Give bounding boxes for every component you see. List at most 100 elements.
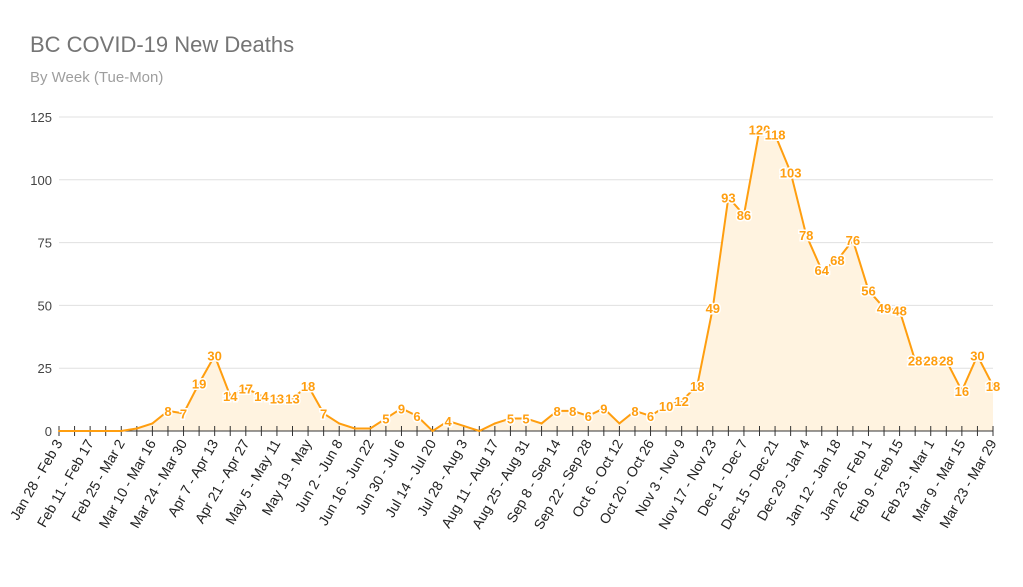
data-point bbox=[462, 424, 465, 427]
data-point bbox=[789, 171, 792, 174]
data-point bbox=[182, 412, 185, 415]
data-point bbox=[229, 394, 232, 397]
data-point bbox=[898, 309, 901, 312]
data-label: 56 bbox=[861, 283, 875, 298]
data-point bbox=[447, 419, 450, 422]
data-point bbox=[867, 289, 870, 292]
data-point bbox=[727, 196, 730, 199]
data-point bbox=[960, 389, 963, 392]
data-point bbox=[696, 384, 699, 387]
data-label: 5 bbox=[522, 411, 529, 426]
data-point bbox=[945, 359, 948, 362]
data-point bbox=[976, 354, 979, 357]
data-label: 7 bbox=[320, 406, 327, 421]
data-label: 49 bbox=[877, 301, 891, 316]
data-point bbox=[556, 409, 559, 412]
data-point bbox=[493, 422, 496, 425]
data-point bbox=[992, 384, 994, 387]
data-label: 78 bbox=[799, 228, 813, 243]
data-label: 10 bbox=[659, 399, 673, 414]
data-point bbox=[805, 234, 808, 237]
data-point bbox=[649, 414, 652, 417]
data-point bbox=[525, 417, 527, 420]
data-label: 49 bbox=[706, 301, 720, 316]
data-point bbox=[89, 430, 92, 432]
data-label: 14 bbox=[254, 389, 269, 404]
chart-title: BC COVID-19 New Deaths bbox=[30, 32, 295, 57]
data-label: 13 bbox=[270, 391, 284, 406]
data-point bbox=[587, 414, 590, 417]
data-label: 18 bbox=[690, 379, 704, 394]
data-label: 5 bbox=[382, 411, 389, 426]
data-label: 8 bbox=[554, 404, 561, 419]
data-label: 9 bbox=[600, 401, 607, 416]
y-tick-label: 75 bbox=[38, 236, 52, 251]
y-tick-label: 125 bbox=[30, 110, 52, 125]
data-point bbox=[400, 407, 403, 410]
y-tick-label: 0 bbox=[45, 424, 52, 439]
data-point bbox=[431, 430, 434, 432]
data-point bbox=[711, 306, 714, 309]
data-point bbox=[571, 409, 574, 412]
data-label: 86 bbox=[737, 208, 751, 223]
data-point bbox=[307, 384, 310, 387]
data-point bbox=[416, 414, 419, 417]
data-point bbox=[602, 407, 605, 410]
data-label: 8 bbox=[631, 404, 638, 419]
data-label: 5 bbox=[507, 411, 514, 426]
data-point bbox=[384, 417, 387, 420]
data-point bbox=[836, 259, 839, 262]
data-label: 93 bbox=[721, 190, 735, 205]
y-tick-label: 100 bbox=[30, 173, 52, 188]
data-point bbox=[851, 239, 854, 242]
data-point bbox=[291, 397, 294, 400]
data-point bbox=[166, 409, 169, 412]
data-label: 18 bbox=[301, 379, 315, 394]
data-point bbox=[369, 427, 372, 430]
data-label: 12 bbox=[674, 394, 688, 409]
data-point bbox=[353, 427, 356, 430]
data-point bbox=[478, 430, 481, 432]
data-point bbox=[509, 417, 512, 420]
data-point bbox=[540, 422, 543, 425]
data-point bbox=[758, 128, 761, 131]
data-point bbox=[275, 397, 278, 400]
data-label: 16 bbox=[955, 384, 969, 399]
data-label: 28 bbox=[939, 354, 953, 369]
data-point bbox=[322, 412, 325, 415]
data-label: 118 bbox=[765, 128, 786, 143]
data-label: 13 bbox=[285, 391, 299, 406]
data-label: 48 bbox=[892, 303, 906, 318]
data-label: 4 bbox=[445, 414, 453, 429]
data-point bbox=[618, 422, 621, 425]
data-point bbox=[260, 394, 263, 397]
data-point bbox=[58, 430, 60, 432]
data-point bbox=[742, 213, 745, 216]
data-point bbox=[820, 269, 823, 272]
data-point bbox=[774, 133, 777, 136]
data-label: 28 bbox=[908, 354, 922, 369]
chart-subtitle: By Week (Tue-Mon) bbox=[30, 69, 164, 86]
data-point bbox=[929, 359, 932, 362]
data-point bbox=[151, 422, 154, 425]
data-label: 30 bbox=[207, 349, 221, 364]
data-label: 6 bbox=[413, 409, 420, 424]
data-point bbox=[883, 306, 886, 309]
data-label: 120 bbox=[749, 123, 771, 138]
data-label: 28 bbox=[923, 354, 937, 369]
data-point bbox=[135, 427, 138, 430]
data-point bbox=[338, 422, 341, 425]
y-tick-label: 25 bbox=[38, 361, 52, 376]
data-label: 7 bbox=[180, 406, 187, 421]
data-label: 19 bbox=[192, 376, 206, 391]
data-label: 8 bbox=[164, 404, 171, 419]
data-label: 17 bbox=[239, 381, 253, 396]
data-label: 18 bbox=[986, 379, 1000, 394]
data-label: 14 bbox=[223, 389, 238, 404]
data-point bbox=[104, 430, 107, 432]
data-label: 68 bbox=[830, 253, 844, 268]
data-point bbox=[914, 359, 917, 362]
data-point bbox=[213, 354, 216, 357]
